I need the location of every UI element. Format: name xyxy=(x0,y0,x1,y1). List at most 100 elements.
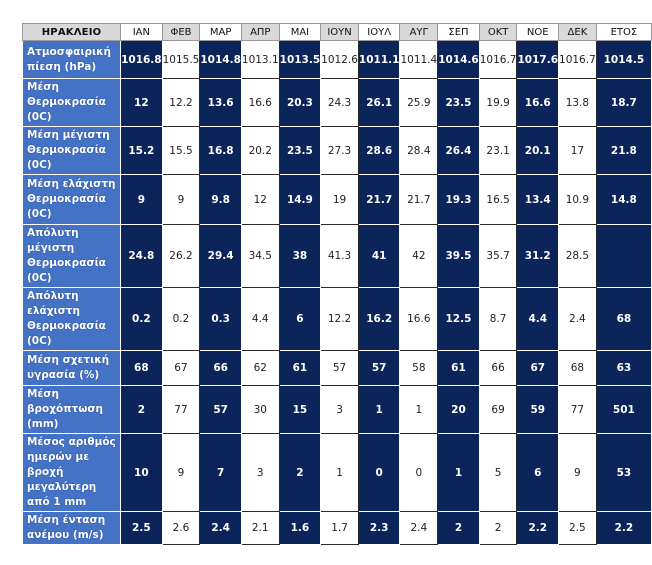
column-header: ΙΑΝ xyxy=(120,23,163,41)
value-cell: 41.3 xyxy=(320,224,359,288)
value-cell: 2.4 xyxy=(399,511,439,545)
value-cell: 21.8 xyxy=(595,126,652,175)
value-cell: 61 xyxy=(278,350,322,386)
value-cell: 12 xyxy=(240,174,280,225)
value-cell: 10 xyxy=(120,433,163,512)
value-cell: 68 xyxy=(558,350,597,386)
value-cell: 59 xyxy=(516,385,560,434)
value-cell: 0.3 xyxy=(199,287,242,351)
value-cell: 23.5 xyxy=(278,126,322,175)
table-row: Μέση σχετική υγρασία (%) 68 67 66 62 61 57 57 58… xyxy=(21,350,652,386)
value-cell: 16.5 xyxy=(478,174,518,225)
table-body: Ατμοσφαιρική πίεση (hPa) 1016.8 1015.5 1014… xyxy=(21,40,652,545)
value-cell: 28.5 xyxy=(558,224,597,288)
table-row: Απόλυτη ελάχιστη Θερμοκρασία (0C) 0.2 0.2 0… xyxy=(21,287,652,351)
value-cell: 66 xyxy=(199,350,242,386)
column-header: ΜΑΡ xyxy=(199,23,242,41)
value-cell: 0 xyxy=(357,433,401,512)
value-cell: 2 xyxy=(437,511,480,545)
value-cell: 68 xyxy=(120,350,163,386)
value-cell: 2.2 xyxy=(595,511,652,545)
column-header: ΑΠΡ xyxy=(240,23,280,41)
value-cell: 1013.5 xyxy=(278,40,322,79)
column-header: ΟΚΤ xyxy=(478,23,518,41)
value-cell: 24.8 xyxy=(120,224,163,288)
value-cell: 15.2 xyxy=(120,126,163,175)
value-cell: 20.1 xyxy=(516,126,560,175)
value-cell: 1 xyxy=(437,433,480,512)
table-row: Απόλυτη μέγιστη Θερμοκρασία (0C) 24.8 26.2… xyxy=(21,224,652,288)
table-row: Μέση ελάχιστη Θερμοκρασία (0C) 9 9 9.8 12 14.… xyxy=(21,174,652,225)
value-cell: 2.5 xyxy=(120,511,163,545)
value-cell: 20 xyxy=(437,385,480,434)
value-cell: 26.1 xyxy=(357,78,401,127)
column-header: ΦΕΒ xyxy=(161,23,201,41)
value-cell: 9 xyxy=(558,433,597,512)
value-cell: 1011.1 xyxy=(357,40,401,79)
value-cell: 25.9 xyxy=(399,78,439,127)
value-cell: 66 xyxy=(478,350,518,386)
value-cell: 16.6 xyxy=(516,78,560,127)
value-cell: 1017.6 xyxy=(516,40,560,79)
value-cell: 26.2 xyxy=(161,224,201,288)
value-cell: 2 xyxy=(120,385,163,434)
value-cell: 12.2 xyxy=(320,287,359,351)
value-cell: 2.5 xyxy=(558,511,597,545)
row-label: Μέση Θερμοκρασία (0C) xyxy=(21,78,122,127)
value-cell: 68 xyxy=(595,287,652,351)
column-header: ΙΟΥΝ xyxy=(320,23,359,41)
value-cell: 20.3 xyxy=(278,78,322,127)
row-label: Ατμοσφαιρική πίεση (hPa) xyxy=(21,40,122,79)
column-header: ΣΕΠ xyxy=(437,23,480,41)
value-cell: 15.5 xyxy=(161,126,201,175)
value-cell: 18.7 xyxy=(595,78,652,127)
city-label: ΗΡΑΚΛΕΙΟ xyxy=(21,23,122,41)
table-row: Μέση βροχόπτωση (mm) 2 77 57 30 15 3 1 1 20 69 59 77… xyxy=(21,385,652,434)
value-cell: 27.3 xyxy=(320,126,359,175)
value-cell: 62 xyxy=(240,350,280,386)
value-cell: 16.8 xyxy=(199,126,242,175)
value-cell: 77 xyxy=(161,385,201,434)
value-cell: 16.6 xyxy=(399,287,439,351)
value-cell: 14.9 xyxy=(278,174,322,225)
value-cell: 57 xyxy=(199,385,242,434)
value-cell: 2.6 xyxy=(161,511,201,545)
value-cell: 1016.7 xyxy=(558,40,597,79)
value-cell: 12.5 xyxy=(437,287,480,351)
value-cell: 12 xyxy=(120,78,163,127)
value-cell: 2.3 xyxy=(357,511,401,545)
value-cell: 12.2 xyxy=(161,78,201,127)
value-cell: 0.2 xyxy=(161,287,201,351)
row-label: Μέση ένταση ανέμου (m/s) xyxy=(21,511,122,545)
value-cell: 19 xyxy=(320,174,359,225)
value-cell: 13.4 xyxy=(516,174,560,225)
row-label: Απόλυτη μέγιστη Θερμοκρασία (0C) xyxy=(21,224,122,288)
table-row: Μέσος αριθμός ημερών με βροχή μεγαλύτερη… xyxy=(21,433,652,512)
row-label: Μέση μέγιστη Θερμοκρασία (0C) xyxy=(21,126,122,175)
value-cell: 501 xyxy=(595,385,652,434)
value-cell: 34.5 xyxy=(240,224,280,288)
value-cell: 1014.6 xyxy=(437,40,480,79)
value-cell: 1 xyxy=(320,433,359,512)
value-cell: 10.9 xyxy=(558,174,597,225)
value-cell: 1016.8 xyxy=(120,40,163,79)
value-cell: 20.2 xyxy=(240,126,280,175)
value-cell: 17 xyxy=(558,126,597,175)
value-cell: 9 xyxy=(120,174,163,225)
value-cell: 1015.5 xyxy=(161,40,201,79)
value-cell: 35.7 xyxy=(478,224,518,288)
value-cell: 28.6 xyxy=(357,126,401,175)
value-cell: 2.4 xyxy=(199,511,242,545)
value-cell: 42 xyxy=(399,224,439,288)
value-cell: 8.7 xyxy=(478,287,518,351)
row-label: Μέση σχετική υγρασία (%) xyxy=(21,350,122,386)
value-cell: 9.8 xyxy=(199,174,242,225)
value-cell: 39.5 xyxy=(437,224,480,288)
value-cell: 13.8 xyxy=(558,78,597,127)
value-cell: 1012.6 xyxy=(320,40,359,79)
value-cell: 53 xyxy=(595,433,652,512)
value-cell: 1011.4 xyxy=(399,40,439,79)
value-cell: 9 xyxy=(161,174,201,225)
table-row: Μέση ένταση ανέμου (m/s) 2.5 2.6 2.4 2.1 1.6 1… xyxy=(21,511,652,545)
value-cell: 16.6 xyxy=(240,78,280,127)
